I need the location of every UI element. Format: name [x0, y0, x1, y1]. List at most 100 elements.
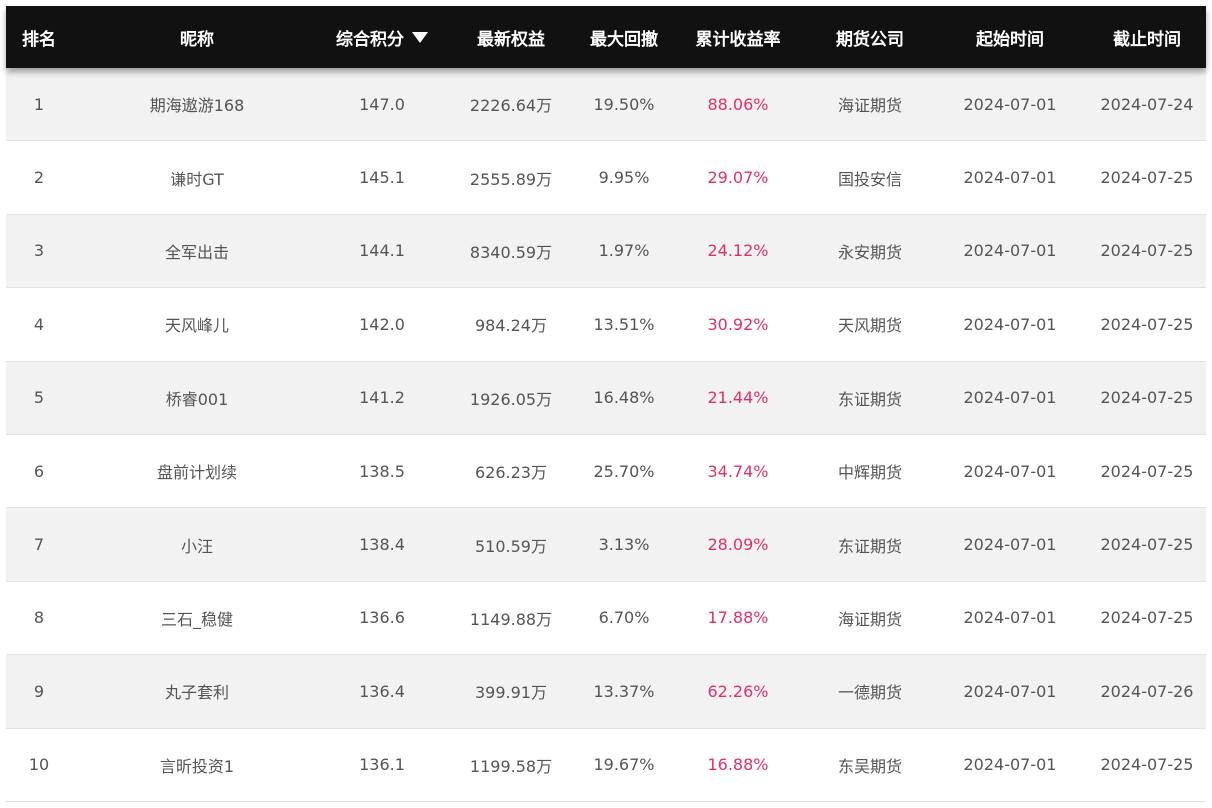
cell-return: 28.09%: [707, 535, 769, 555]
cell-drawdown: 19.67%: [593, 755, 655, 775]
cell-equity: 1199.58万: [469, 756, 553, 776]
cell-drawdown: 13.51%: [593, 314, 655, 334]
cell-company: 中辉期货: [837, 463, 902, 483]
cell-rank: 8: [33, 608, 45, 628]
cell-end-time: 2024-07-26: [1100, 681, 1194, 701]
cell-company: 天风期货: [837, 316, 902, 336]
table-row[interactable]: 10 言昕投资1 136.1 1199.58万 19.67% 16.88% 东吴期货 2024…: [6, 728, 1206, 802]
header-equity[interactable]: 最新权益: [477, 29, 545, 50]
cell-nickname: 言昕投资1: [159, 756, 235, 776]
cell-end-time: 2024-07-25: [1100, 388, 1194, 408]
cell-drawdown: 1.97%: [598, 241, 650, 261]
cell-company: 东证期货: [837, 536, 902, 556]
cell-nickname: 桥睿001: [165, 389, 229, 409]
cell-company: 海证期货: [837, 96, 902, 116]
cell-return: 62.26%: [707, 681, 769, 701]
cell-nickname: 天风峰儿: [164, 316, 229, 336]
cell-company: 海证期货: [837, 609, 902, 629]
header-score[interactable]: 综合积分: [322, 25, 442, 50]
cell-score: 147.0: [359, 94, 405, 114]
cell-drawdown: 16.48%: [593, 388, 655, 408]
cell-end-time: 2024-07-24: [1100, 94, 1194, 114]
cell-nickname: 谦时GT: [170, 169, 224, 189]
header-start-time[interactable]: 起始时间: [976, 29, 1044, 50]
header-end-time[interactable]: 截止时间: [1113, 29, 1181, 50]
cell-drawdown: 6.70%: [598, 608, 650, 628]
table-row[interactable]: 8 三石_稳健 136.6 1149.88万 6.70% 17.88% 海证期货 2024-0…: [6, 581, 1206, 656]
cell-start-time: 2024-07-01: [963, 755, 1057, 775]
cell-company: 一德期货: [837, 683, 902, 703]
table-row[interactable]: 1 期海遨游168 147.0 2226.64万 19.50% 88.06% 海证期货 202…: [6, 68, 1206, 142]
cell-nickname: 全军出击: [164, 242, 229, 262]
cell-start-time: 2024-07-01: [963, 168, 1057, 188]
cell-score: 144.1: [359, 241, 405, 261]
cell-return: 21.44%: [707, 388, 769, 408]
cell-drawdown: 19.50%: [593, 94, 655, 114]
cell-return: 24.12%: [707, 241, 769, 261]
table-row[interactable]: 4 天风峰儿 142.0 984.24万 13.51% 30.92% 天风期货 2024-07…: [6, 288, 1206, 362]
header-return[interactable]: 累计收益率: [695, 29, 781, 50]
cell-start-time: 2024-07-01: [963, 388, 1057, 408]
cell-score: 136.1: [359, 755, 405, 775]
cell-end-time: 2024-07-25: [1100, 314, 1194, 334]
header-company[interactable]: 期货公司: [836, 29, 904, 50]
cell-company: 国投安信: [837, 169, 902, 189]
cell-nickname: 盘前计划续: [156, 463, 237, 483]
cell-end-time: 2024-07-25: [1100, 168, 1194, 188]
cell-score: 138.5: [359, 461, 405, 481]
table-row[interactable]: 5 桥睿001 141.2 1926.05万 16.48% 21.44% 东证期货 2024-…: [6, 361, 1206, 435]
cell-start-time: 2024-07-01: [963, 681, 1057, 701]
cell-nickname: 小汪: [180, 536, 213, 556]
cell-start-time: 2024-07-01: [963, 461, 1057, 481]
table-row[interactable]: 9 丸子套利 136.4 399.91万 13.37% 62.26% 一德期货 2024-07…: [6, 655, 1206, 729]
cell-rank: 3: [33, 241, 45, 261]
cell-equity: 2555.89万: [469, 169, 553, 189]
cell-equity: 510.59万: [475, 536, 547, 556]
table-row[interactable]: 3 全军出击 144.1 8340.59万 1.97% 24.12% 永安期货 2024-07…: [6, 214, 1206, 289]
cell-nickname: 三石_稳健: [160, 609, 233, 629]
ranking-table: 排名 昵称 综合积分 最新权益 最大回撤 累计收益率 期货公司 起始时间 截止时…: [6, 6, 1206, 808]
table-row[interactable]: 7 小汪 138.4 510.59万 3.13% 28.09% 东证期货 2024-07-01…: [6, 508, 1206, 582]
cell-start-time: 2024-07-01: [963, 608, 1057, 628]
cell-start-time: 2024-07-01: [963, 314, 1057, 334]
cell-score: 145.1: [359, 168, 405, 188]
header-rank[interactable]: 排名: [22, 29, 56, 50]
cell-start-time: 2024-07-01: [963, 535, 1057, 555]
header-score-label: 综合积分: [336, 29, 404, 50]
cell-end-time: 2024-07-25: [1100, 241, 1194, 261]
cell-score: 138.4: [359, 535, 405, 555]
table-row[interactable]: 6 盘前计划续 138.5 626.23万 25.70% 34.74% 中辉期货 2024-0…: [6, 434, 1206, 509]
header-drawdown[interactable]: 最大回撤: [590, 29, 658, 50]
cell-end-time: 2024-07-25: [1100, 535, 1194, 555]
cell-start-time: 2024-07-01: [963, 94, 1057, 114]
cell-end-time: 2024-07-25: [1100, 755, 1194, 775]
header-name[interactable]: 昵称: [180, 29, 214, 50]
cell-return: 29.07%: [707, 168, 769, 188]
cell-equity: 626.23万: [475, 463, 547, 483]
cell-drawdown: 13.37%: [593, 681, 655, 701]
cell-nickname: 期海遨游168: [149, 96, 245, 116]
cell-equity: 1926.05万: [469, 389, 553, 409]
cell-score: 141.2: [359, 388, 405, 408]
cell-rank: 1: [33, 94, 45, 114]
cell-return: 88.06%: [707, 94, 769, 114]
table-header: 排名 昵称 综合积分 最新权益 最大回撤 累计收益率 期货公司 起始时间 截止时…: [6, 6, 1206, 68]
cell-end-time: 2024-07-25: [1100, 608, 1194, 628]
cell-company: 东吴期货: [837, 756, 902, 776]
cell-rank: 7: [33, 535, 45, 555]
cell-score: 136.4: [359, 681, 405, 701]
cell-equity: 399.91万: [475, 683, 547, 703]
cell-rank: 10: [28, 755, 50, 775]
cell-company: 东证期货: [837, 389, 902, 409]
cell-return: 16.88%: [707, 755, 769, 775]
cell-rank: 4: [33, 314, 45, 334]
cell-nickname: 丸子套利: [164, 683, 229, 703]
cell-return: 34.74%: [707, 461, 769, 481]
sort-descending-icon[interactable]: [412, 31, 428, 43]
cell-end-time: 2024-07-25: [1100, 461, 1194, 481]
table-row[interactable]: 2 谦时GT 145.1 2555.89万 9.95% 29.07% 国投安信 2024-07…: [6, 141, 1206, 215]
cell-rank: 6: [33, 461, 45, 481]
cell-equity: 8340.59万: [469, 242, 553, 262]
cell-drawdown: 3.13%: [598, 535, 650, 555]
cell-return: 30.92%: [707, 314, 769, 334]
